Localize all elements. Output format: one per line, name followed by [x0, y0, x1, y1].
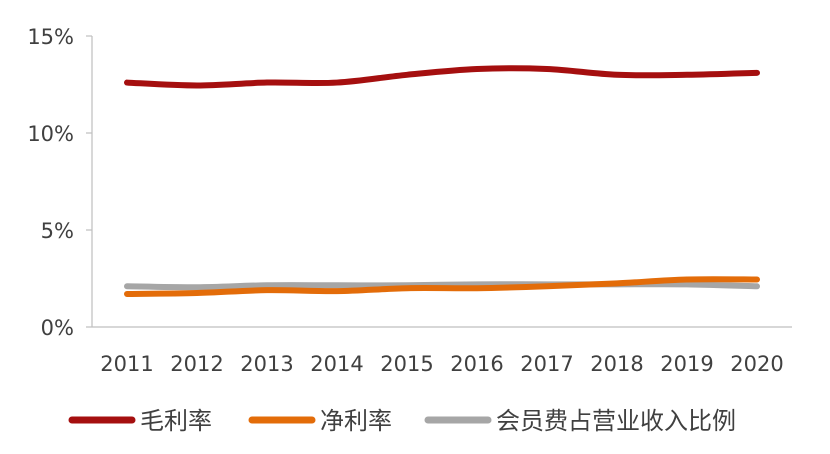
legend-label: 毛利率	[140, 407, 212, 435]
x-tick-label: 2017	[520, 352, 573, 376]
y-tick-label: 0%	[41, 316, 74, 340]
legend-label: 会员费占营业收入比例	[496, 407, 736, 435]
legend-label: 净利率	[320, 407, 392, 435]
x-tick-label: 2014	[310, 352, 363, 376]
y-tick-label: 10%	[27, 122, 74, 146]
legend: 毛利率 净利率 会员费占营业收入比例	[68, 407, 736, 435]
series-line-0	[124, 65, 760, 89]
series-lines	[124, 65, 760, 298]
x-tick-label: 2019	[660, 352, 713, 376]
x-tick-label: 2020	[730, 352, 783, 376]
x-tick-label: 2011	[100, 352, 153, 376]
x-tick-label: 2018	[590, 352, 643, 376]
x-tick-label: 2015	[380, 352, 433, 376]
x-tick-label: 2016	[450, 352, 503, 376]
y-tick-label: 15%	[27, 25, 74, 49]
x-axis-tick-labels: 2011 2012 2013 2014 2015 2016 2017 2018 2019 2020	[100, 352, 783, 376]
y-axis-tick-labels: 0% 5% 10% 15%	[27, 25, 74, 340]
series-line-1	[124, 276, 760, 298]
x-tick-label: 2012	[170, 352, 223, 376]
y-tick-label: 5%	[41, 219, 74, 243]
axes	[86, 35, 792, 328]
x-tick-label: 2013	[240, 352, 293, 376]
